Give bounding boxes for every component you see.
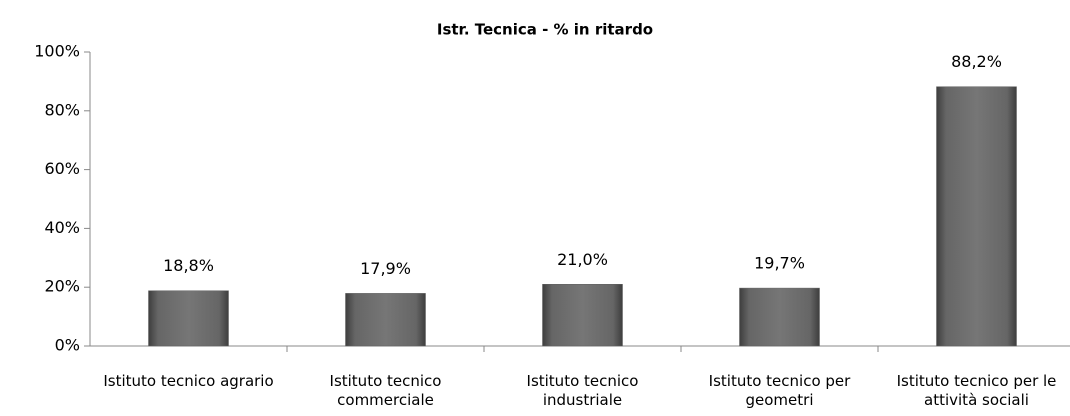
y-tick-label: 100% [34,42,80,61]
value-label: 21,0% [557,250,608,269]
bar [345,293,426,347]
x-tick-label: Istituto tecnico per le attività sociali [896,372,1057,409]
x-tick-label: Istituto tecnico agrario [103,372,274,390]
y-tick-label: 80% [44,100,80,119]
value-label: 19,7% [754,254,805,273]
y-tick-label: 20% [44,277,80,296]
bar [936,86,1017,347]
y-tick-label: 0% [55,336,80,355]
bar [148,290,229,347]
value-label: 18,8% [163,256,214,275]
x-tick-label: Istituto tecnico commerciale [329,372,442,409]
value-label: 17,9% [360,259,411,278]
y-tick-label: 60% [44,159,80,178]
x-tick-label: Istituto tecnico per geometri [708,372,851,409]
x-tick-label: Istituto tecnico industriale [526,372,639,409]
value-label: 88,2% [951,52,1002,71]
y-tick-label: 40% [44,218,80,237]
bar [542,284,623,347]
chart-title: Istr. Tecnica - % in ritardo [437,21,653,39]
bar [739,287,820,347]
